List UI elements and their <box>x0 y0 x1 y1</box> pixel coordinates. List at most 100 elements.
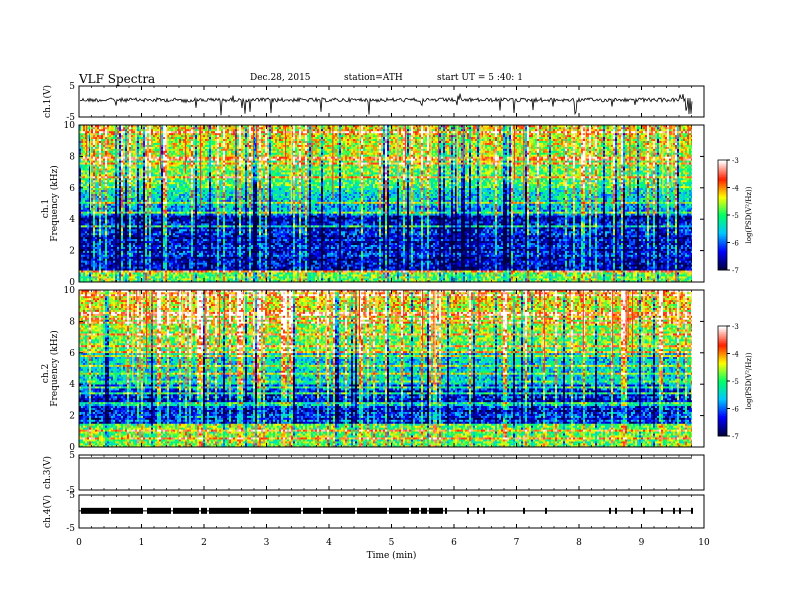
spectrogram-cell <box>103 204 105 206</box>
spectrogram-cell <box>91 235 93 237</box>
spectrogram-cell <box>85 215 87 217</box>
spectrogram-cell <box>113 152 115 154</box>
spectrogram-cell <box>125 204 127 206</box>
spectrogram-cell <box>81 198 83 200</box>
spectrogram-cell <box>117 188 119 190</box>
spectrogram-cell <box>103 166 105 168</box>
spectrogram-cell <box>141 262 143 264</box>
spectrogram-cell <box>105 196 107 198</box>
spectrogram-cell <box>101 131 103 133</box>
spectrogram-cell <box>131 198 133 200</box>
spectrogram-cell <box>99 217 101 219</box>
spectrogram-cell <box>127 217 129 219</box>
spectrogram-cell <box>103 127 105 129</box>
spectrogram-cell <box>123 184 125 186</box>
spectrogram-cell <box>125 219 127 221</box>
spectrogram-cell <box>107 249 109 251</box>
spectrogram-cell <box>83 192 85 194</box>
spectrogram-cell <box>133 272 135 274</box>
spectrogram-cell <box>83 131 85 133</box>
spectrogram-cell <box>109 241 111 243</box>
spectrogram-cell <box>121 278 123 280</box>
spectrogram-cell <box>119 255 121 257</box>
spectrogram-cell <box>115 152 117 154</box>
spectrogram-cell <box>97 190 99 192</box>
spectrogram-cell <box>83 270 85 272</box>
spectrogram-cell <box>111 255 113 257</box>
spectrogram-cell <box>93 158 95 160</box>
spectrogram-cell <box>83 133 85 135</box>
spectrogram-cell <box>129 145 131 147</box>
spectrogram-cell <box>95 264 97 266</box>
spectrogram-cell <box>93 204 95 206</box>
spectrogram-cell <box>121 166 123 168</box>
spectrogram-cell <box>87 223 89 225</box>
spectrogram-cell <box>143 141 145 143</box>
spectrogram-cell <box>95 154 97 156</box>
spectrogram-cell <box>113 160 115 162</box>
spectrogram-cell <box>125 225 127 227</box>
spectrogram-cell <box>145 182 147 184</box>
spectrogram-cell <box>97 166 99 168</box>
spectrogram-cell <box>87 235 89 237</box>
spectrogram-cell <box>99 219 101 221</box>
spectrogram-cell <box>81 278 83 280</box>
spectrogram-cell <box>81 213 83 215</box>
spectrogram-cell <box>145 251 147 253</box>
spectrogram-cell <box>127 266 129 268</box>
spectrogram-cell <box>115 211 117 213</box>
spectrogram-cell <box>85 217 87 219</box>
spectrogram-cell <box>119 266 121 268</box>
spectrogram-cell <box>113 272 115 274</box>
spectrogram-cell <box>131 237 133 239</box>
spectrogram-cell <box>129 127 131 129</box>
spectrogram-cell <box>81 133 83 135</box>
spectrogram-cell <box>139 239 141 241</box>
spectrogram-cell <box>143 188 145 190</box>
spectrogram-cell <box>139 186 141 188</box>
spectrogram-cell <box>129 253 131 255</box>
spectrogram-cell <box>105 227 107 229</box>
spectrogram-cell <box>121 180 123 182</box>
spectrogram-cell <box>119 241 121 243</box>
spectrogram-cell <box>95 274 97 276</box>
spectrogram-cell <box>113 168 115 170</box>
spectrogram-cell <box>143 194 145 196</box>
spectrogram-cell <box>119 127 121 129</box>
spectrogram-cell <box>123 225 125 227</box>
spectrogram-cell <box>129 170 131 172</box>
spectrogram-cell <box>105 151 107 153</box>
spectrogram-cell <box>139 127 141 129</box>
spectrogram-cell <box>117 202 119 204</box>
spectrogram-cell <box>117 152 119 154</box>
spectrogram-cell <box>91 180 93 182</box>
spectrogram-cell <box>99 272 101 274</box>
spectrogram-cell <box>147 266 149 268</box>
spectrogram-cell <box>83 145 85 147</box>
spectrogram-cell <box>135 270 137 272</box>
spectrogram-cell <box>97 211 99 213</box>
spectrogram-cell <box>105 262 107 264</box>
spectrogram-cell <box>129 200 131 202</box>
spectrogram-cell <box>107 172 109 174</box>
spectrogram-cell <box>103 211 105 213</box>
spectrogram-cell <box>131 262 133 264</box>
spectrogram-cell <box>143 145 145 147</box>
spectrogram-cell <box>123 205 125 207</box>
spectrogram-cell <box>119 180 121 182</box>
spectrogram-cell <box>95 186 97 188</box>
spectrogram-cell <box>129 247 131 249</box>
spectrogram-cell <box>121 251 123 253</box>
spectrogram-cell <box>125 149 127 151</box>
spectrogram-cell <box>93 260 95 262</box>
spectrogram-cell <box>145 172 147 174</box>
spectrogram-cell <box>95 192 97 194</box>
spectrogram-cell <box>119 188 121 190</box>
spectrogram-cell <box>119 164 121 166</box>
spectrogram-cell <box>105 194 107 196</box>
spectrogram-cell <box>109 180 111 182</box>
spectrogram-cell <box>127 164 129 166</box>
spectrogram-cell <box>103 270 105 272</box>
spectrogram-cell <box>125 209 127 211</box>
spectrogram-cell <box>127 235 129 237</box>
